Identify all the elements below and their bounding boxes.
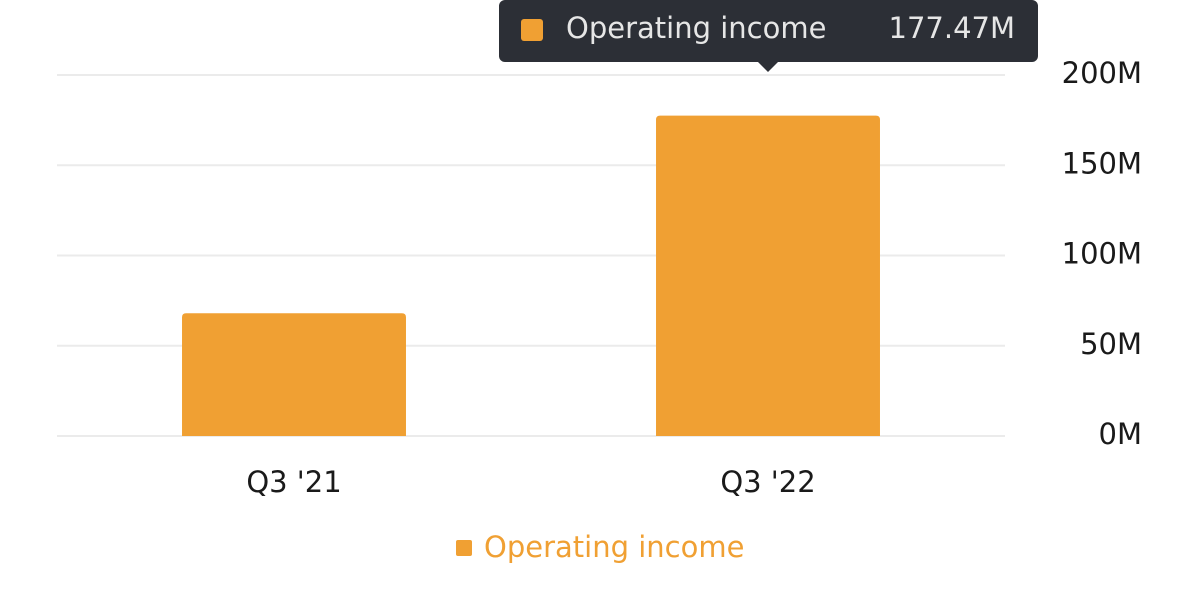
y-tick-label: 150M bbox=[1062, 146, 1142, 180]
tooltip-value: 177.47M bbox=[889, 11, 1016, 45]
y-tick-label: 200M bbox=[1062, 56, 1142, 90]
bar bbox=[656, 115, 880, 436]
legend-swatch bbox=[456, 540, 472, 556]
tooltip-swatch bbox=[521, 19, 543, 41]
y-tick-label: 0M bbox=[1099, 417, 1142, 451]
legend-label: Operating income bbox=[484, 530, 744, 564]
tooltip-caret bbox=[757, 61, 779, 72]
x-tick-label: Q3 '22 bbox=[720, 465, 815, 499]
y-tick-label: 50M bbox=[1080, 327, 1142, 361]
tooltip-box bbox=[499, 0, 1038, 62]
x-tick-label: Q3 '21 bbox=[246, 465, 341, 499]
y-tick-label: 100M bbox=[1062, 237, 1142, 271]
bar bbox=[182, 313, 406, 436]
tooltip-name: Operating income bbox=[566, 11, 826, 45]
tooltip: Operating income 177.47M bbox=[499, 0, 1038, 72]
